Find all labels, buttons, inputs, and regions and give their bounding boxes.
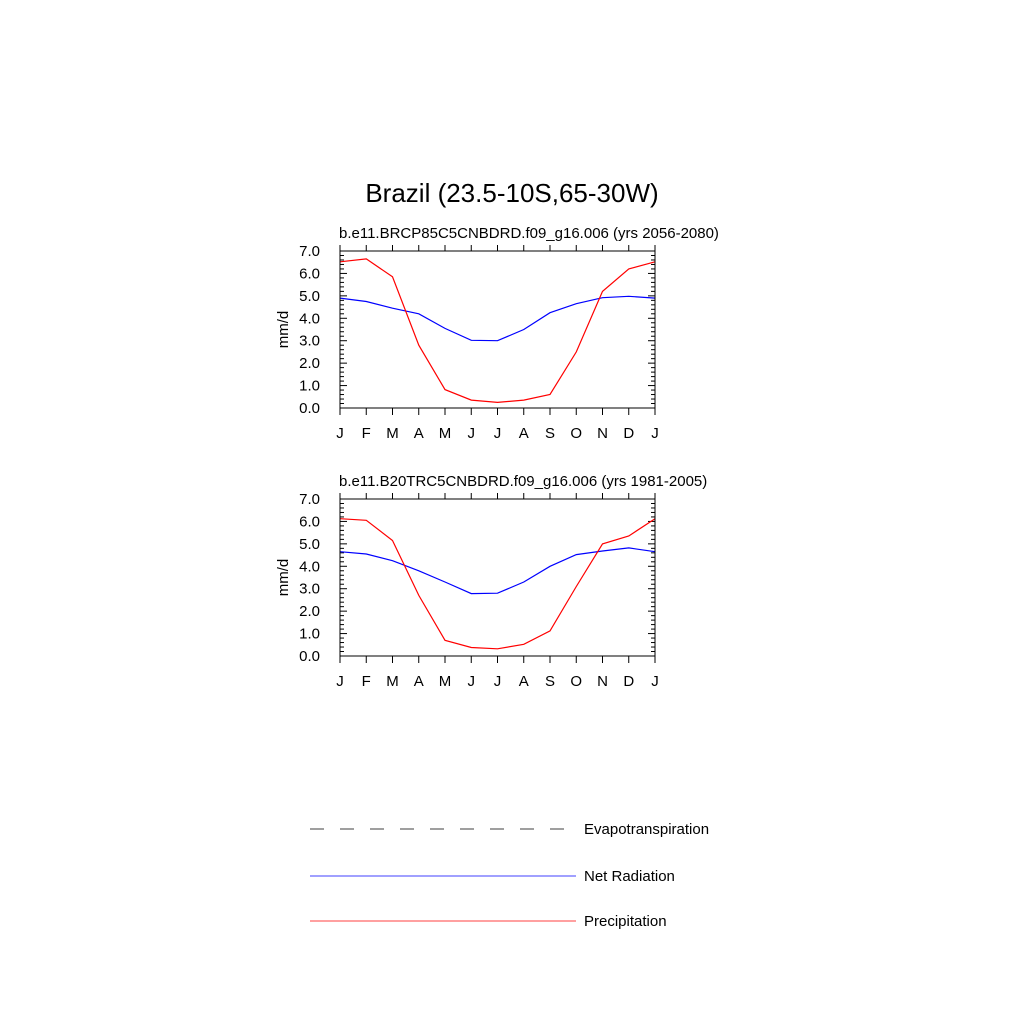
x-tick-label: A <box>414 425 424 442</box>
x-tick-label: A <box>414 673 424 690</box>
x-tick-label: J <box>468 673 476 690</box>
x-tick-label: J <box>494 425 502 442</box>
x-tick-label: M <box>386 673 399 690</box>
x-tick-label: J <box>336 673 344 690</box>
x-tick-label: A <box>519 673 529 690</box>
plot-frame <box>339 250 656 409</box>
y-tick-label: 6.0 <box>299 513 320 530</box>
y-tick-label: 1.0 <box>299 626 320 643</box>
legend-label-precipitation: Precipitation <box>584 913 667 930</box>
chart-panel-1: b.e11.BRCP85C5CNBDRD.f09_g16.006 (yrs 20… <box>275 225 719 442</box>
y-tick-label: 6.0 <box>299 265 320 282</box>
x-tick-label: M <box>439 425 452 442</box>
legend-label-evapotranspiration: Evapotranspiration <box>584 821 709 838</box>
legend: Evapotranspiration Net Radiation Precipita… <box>310 821 709 930</box>
x-tick-label: N <box>597 673 608 690</box>
x-tick-label: F <box>362 425 371 442</box>
series-line-precipitation <box>339 258 656 404</box>
y-axis-label: mm/d <box>275 311 292 349</box>
x-tick-label: J <box>494 673 502 690</box>
x-tick-label: N <box>597 425 608 442</box>
x-tick-label: J <box>468 425 476 442</box>
x-tick-label: A <box>519 425 529 442</box>
y-tick-label: 5.0 <box>299 288 320 305</box>
x-tick-label: J <box>651 673 659 690</box>
y-axis-label: mm/d <box>275 559 292 597</box>
y-tick-label: 7.0 <box>299 243 320 260</box>
y-tick-label: 4.0 <box>299 558 320 575</box>
charts: b.e11.BRCP85C5CNBDRD.f09_g16.006 (yrs 20… <box>275 225 719 690</box>
chart-panel-2: b.e11.B20TRC5CNBDRD.f09_g16.006 (yrs 198… <box>275 473 707 690</box>
y-tick-label: 0.0 <box>299 648 320 665</box>
x-tick-label: M <box>439 673 452 690</box>
y-tick-label: 2.0 <box>299 603 320 620</box>
chart-subtitle: b.e11.B20TRC5CNBDRD.f09_g16.006 (yrs 198… <box>339 473 707 490</box>
series-line-net-radiation <box>339 547 656 595</box>
legend-label-net-radiation: Net Radiation <box>584 868 675 885</box>
x-tick-label: S <box>545 425 555 442</box>
y-tick-label: 1.0 <box>299 378 320 395</box>
x-tick-label: D <box>623 425 634 442</box>
y-tick-label: 3.0 <box>299 581 320 598</box>
x-tick-label: O <box>570 425 582 442</box>
x-tick-label: M <box>386 425 399 442</box>
chart-subtitle: b.e11.BRCP85C5CNBDRD.f09_g16.006 (yrs 20… <box>339 225 719 242</box>
x-tick-label: J <box>651 425 659 442</box>
series-line-net-radiation <box>339 295 656 342</box>
y-tick-label: 3.0 <box>299 333 320 350</box>
main-title: Brazil (23.5-10S,65-30W) <box>365 178 658 208</box>
y-tick-label: 4.0 <box>299 310 320 327</box>
x-tick-label: D <box>623 673 634 690</box>
series-line-precipitation <box>339 518 656 650</box>
plot-frame <box>339 498 656 657</box>
x-tick-label: J <box>336 425 344 442</box>
x-tick-label: S <box>545 673 555 690</box>
y-tick-label: 0.0 <box>299 400 320 417</box>
y-tick-label: 5.0 <box>299 536 320 553</box>
y-tick-label: 2.0 <box>299 355 320 372</box>
x-tick-label: F <box>362 673 371 690</box>
x-tick-label: O <box>570 673 582 690</box>
y-tick-label: 7.0 <box>299 491 320 508</box>
